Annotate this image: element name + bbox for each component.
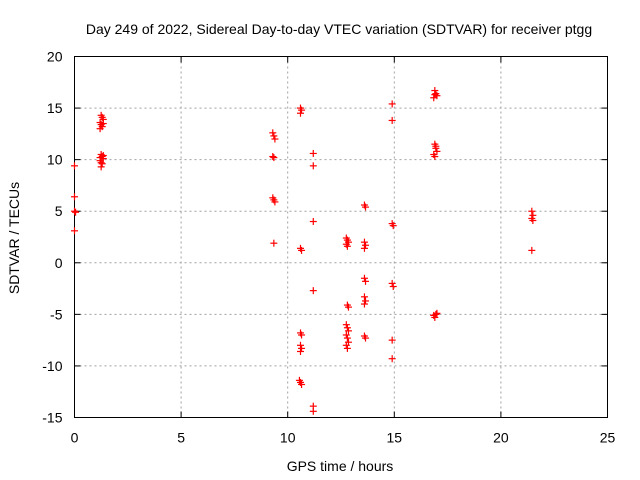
y-tick-label: 20 xyxy=(47,49,63,65)
x-tick-label: 25 xyxy=(600,430,616,446)
data-point xyxy=(71,207,78,215)
data-point xyxy=(296,341,304,349)
data-point xyxy=(431,313,439,321)
data-point xyxy=(344,327,352,335)
data-point xyxy=(296,109,304,117)
data-point xyxy=(298,246,306,254)
data-point xyxy=(71,227,78,235)
data-point xyxy=(362,241,370,249)
data-point xyxy=(433,309,441,317)
data-point xyxy=(342,331,350,339)
data-point xyxy=(360,293,368,301)
data-point xyxy=(271,198,279,206)
y-tick-label: 10 xyxy=(47,152,63,168)
chart-title: Day 249 of 2022, Sidereal Day-to-day VTE… xyxy=(86,21,592,37)
data-point xyxy=(529,216,537,224)
data-points xyxy=(71,87,537,415)
data-point xyxy=(269,129,277,137)
data-point xyxy=(388,279,396,287)
x-tick-label: 0 xyxy=(71,430,79,446)
data-point xyxy=(71,162,78,170)
x-tick-label: 20 xyxy=(493,430,509,446)
data-point xyxy=(344,303,352,311)
data-point xyxy=(362,203,370,211)
data-point xyxy=(298,331,306,339)
data-point xyxy=(309,407,317,415)
data-point xyxy=(433,147,441,155)
data-point xyxy=(309,162,317,170)
data-point xyxy=(298,106,306,114)
data-point xyxy=(360,244,368,252)
y-axis-label: SDTVAR / TECUs xyxy=(6,182,22,294)
data-point xyxy=(96,125,104,133)
y-tick-label: 15 xyxy=(47,100,63,116)
data-point xyxy=(528,246,536,254)
data-point xyxy=(270,239,278,247)
data-point xyxy=(362,277,370,285)
data-point xyxy=(343,334,351,342)
data-point xyxy=(360,274,368,282)
data-point xyxy=(271,135,279,143)
data-point xyxy=(342,321,350,329)
data-point xyxy=(388,355,396,363)
data-point xyxy=(528,207,536,215)
x-tick-label: 5 xyxy=(177,430,185,446)
data-point xyxy=(270,132,278,140)
data-point xyxy=(296,347,304,355)
data-point xyxy=(342,341,350,349)
data-point xyxy=(298,344,306,352)
data-point xyxy=(309,287,317,295)
data-point xyxy=(432,310,440,318)
data-point xyxy=(343,242,351,250)
data-point xyxy=(389,222,397,230)
data-point xyxy=(388,336,396,344)
data-point xyxy=(72,208,80,216)
data-point xyxy=(388,100,396,108)
y-tick-label: -5 xyxy=(50,306,63,322)
data-point xyxy=(362,334,370,342)
x-tick-label: 10 xyxy=(280,430,296,446)
data-point xyxy=(360,300,368,308)
data-point xyxy=(97,163,105,171)
data-point xyxy=(98,160,106,168)
data-point xyxy=(96,154,104,162)
y-tick-label: 5 xyxy=(55,203,63,219)
data-point xyxy=(270,154,278,162)
data-point xyxy=(298,380,306,388)
data-point xyxy=(309,149,317,157)
y-tick-label: -10 xyxy=(42,358,62,374)
data-point xyxy=(431,91,439,99)
axis-ticks: 0 5 10 15 20 25 -15 -10 -5 0 5 10 15 20 xyxy=(42,49,615,446)
data-point xyxy=(430,94,438,102)
grid-lines xyxy=(74,56,608,418)
data-point xyxy=(388,116,396,124)
x-axis-label: GPS time / hours xyxy=(287,458,394,474)
data-point xyxy=(343,344,351,352)
data-point xyxy=(432,142,440,150)
data-point xyxy=(71,193,78,201)
data-point xyxy=(343,324,351,332)
data-point xyxy=(362,297,370,305)
data-point xyxy=(360,238,368,246)
data-point xyxy=(99,120,107,128)
data-point xyxy=(269,153,277,161)
y-tick-label: -15 xyxy=(42,410,62,426)
plot-frame xyxy=(74,56,608,418)
y-tick-label: 0 xyxy=(55,255,63,271)
data-point xyxy=(389,283,397,291)
data-point xyxy=(309,218,317,226)
x-tick-label: 15 xyxy=(387,430,403,446)
data-point xyxy=(431,153,439,161)
